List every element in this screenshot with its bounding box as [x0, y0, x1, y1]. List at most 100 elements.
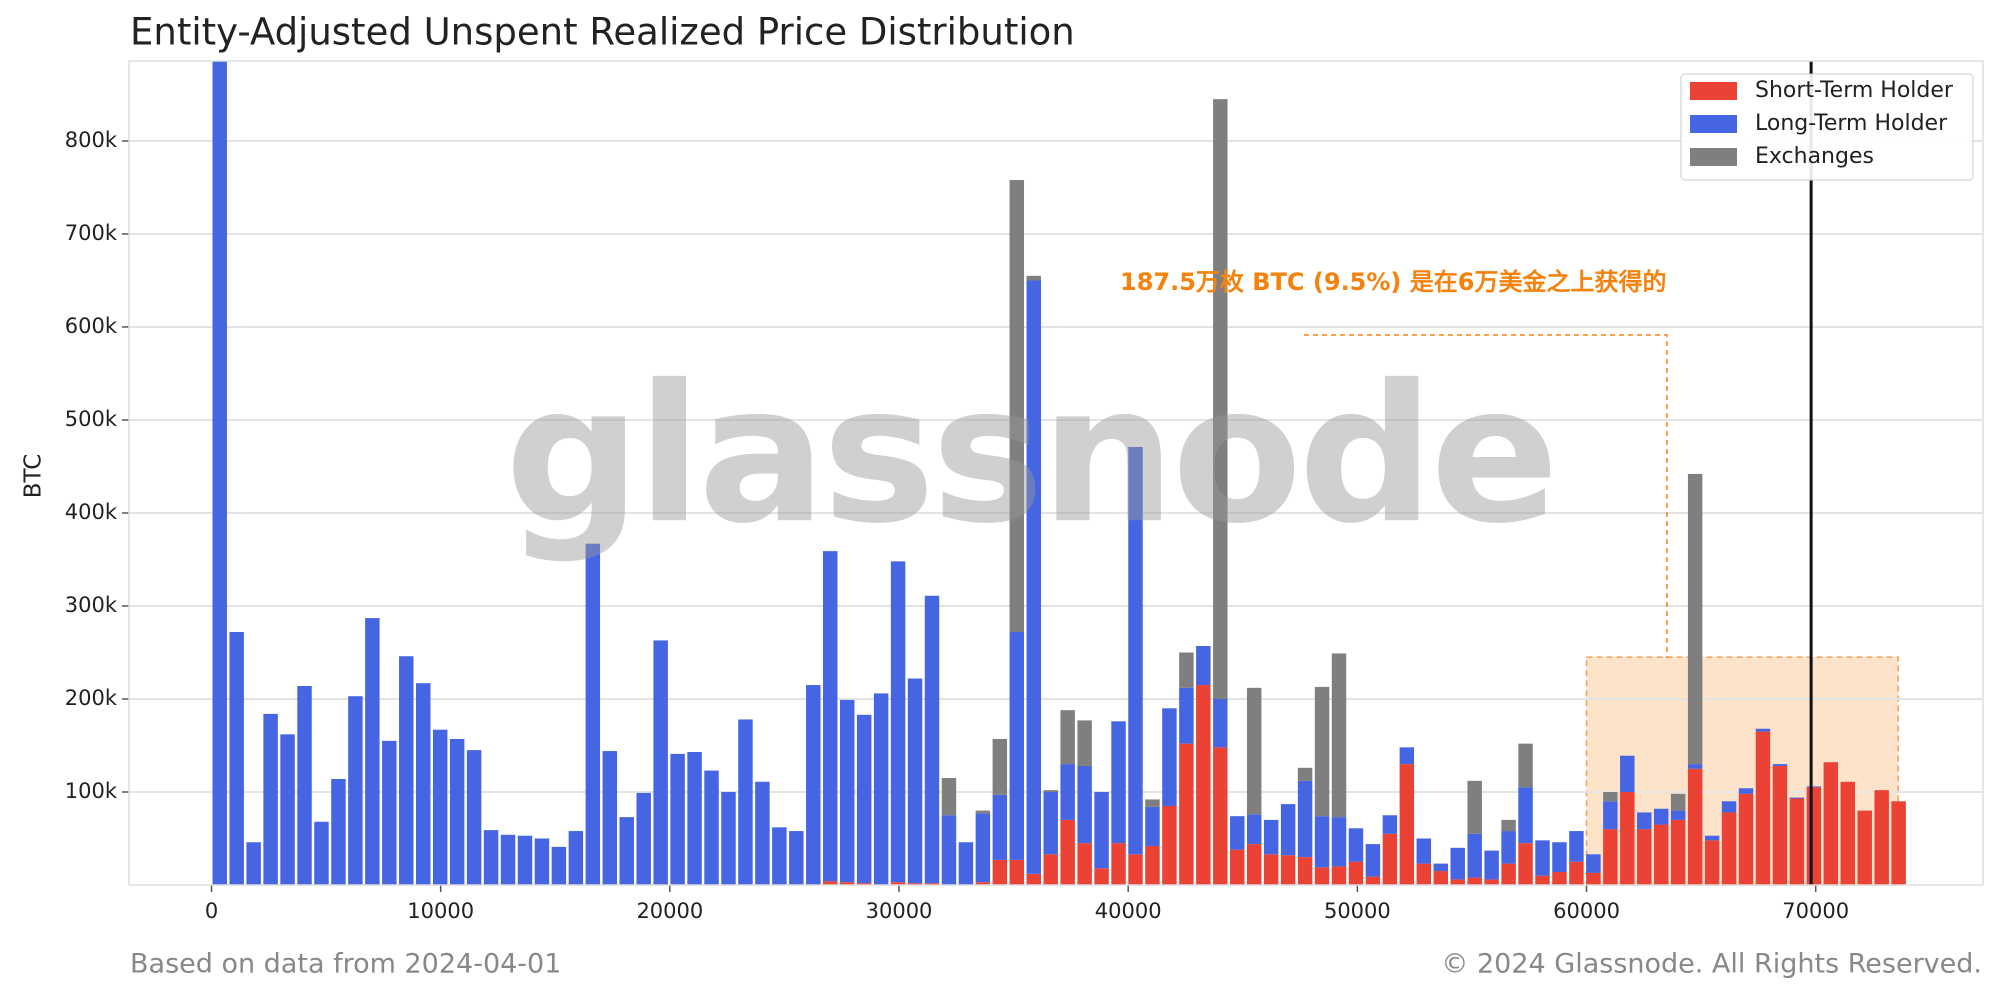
bar-segment [687, 752, 702, 885]
y-tick-label: 600k [65, 314, 118, 338]
bar-segment [992, 794, 1008, 860]
bar-segment [890, 882, 906, 885]
bar-segment [806, 685, 821, 885]
bar-segment [839, 882, 855, 885]
bar-segment [1569, 831, 1584, 862]
bar-segment [941, 778, 957, 816]
bar-segment [1297, 767, 1313, 781]
bar-segment [1603, 791, 1618, 802]
bar-segment [1670, 793, 1686, 811]
bar-segment [924, 595, 940, 884]
bar-segment [1603, 829, 1618, 885]
x-tick-label: 30000 [866, 899, 933, 923]
bar-segment [1789, 798, 1805, 885]
y-tick-label: 500k [65, 407, 118, 431]
bar-segment [1162, 708, 1177, 806]
bar-segment [263, 713, 278, 885]
y-tick-label: 700k [65, 221, 118, 245]
bar-segment [653, 640, 668, 885]
legend-swatch [1690, 148, 1737, 166]
bar-segment [1246, 844, 1262, 885]
bar-segment [1738, 793, 1754, 885]
bar-segment [1111, 721, 1126, 844]
bar-segment [449, 738, 465, 885]
bar-segment [1179, 687, 1194, 744]
bar-segment [483, 830, 499, 885]
legend: Short-Term Holder Long-Term Holder Exchang… [1680, 73, 1974, 181]
bar-segment [1009, 180, 1025, 633]
bar-segment [1721, 801, 1737, 813]
bar-segment [1060, 819, 1075, 885]
bar-segment [975, 882, 991, 885]
bar-segment [975, 810, 991, 814]
bar-segment [1213, 747, 1228, 885]
bar-segment [856, 883, 872, 885]
bar-segment [941, 815, 957, 885]
bar-segment [992, 859, 1008, 885]
bar-segment [619, 817, 634, 885]
bar-segment [1026, 873, 1041, 885]
bar-segment [1196, 645, 1211, 686]
bar-segment [1213, 99, 1228, 699]
bar-segment [314, 821, 329, 885]
bar-segment [1043, 790, 1058, 792]
bar-segment [1721, 812, 1737, 885]
bar-segment [1772, 765, 1788, 885]
bar-segment [1518, 787, 1533, 844]
bar-segment [1263, 854, 1279, 885]
bar-segment [1755, 731, 1771, 885]
bar-segment [1484, 850, 1499, 880]
bar-segment [1552, 871, 1567, 885]
bar-segment [246, 842, 261, 885]
bar-segment [1179, 743, 1194, 885]
bar-segment [280, 734, 295, 885]
chart-title: Entity-Adjusted Unspent Realized Price D… [130, 11, 1075, 54]
x-tick-label: 70000 [1782, 899, 1849, 923]
footer-copyright: © 2024 Glassnode. All Rights Reserved. [1441, 949, 1982, 980]
bar-segment [297, 685, 312, 885]
annotation: 187.5万枚 BTC (9.5%) 是在6万美金之上获得的 [1120, 268, 1666, 296]
bar-segment [212, 61, 227, 885]
bar-segment [1043, 791, 1058, 855]
bar-segment [1755, 728, 1771, 732]
bar-segment [755, 781, 770, 885]
bar-segment [1348, 828, 1364, 862]
bar-segment [1789, 797, 1805, 799]
bar-segment [1670, 819, 1686, 885]
bar-segment [399, 656, 414, 885]
bar-segment [382, 740, 397, 885]
bar-segment [1670, 810, 1686, 820]
bar-segment [1145, 799, 1160, 807]
bar-segment [1314, 867, 1330, 885]
bar-segment [1382, 833, 1398, 885]
bar-segment [1009, 859, 1025, 885]
bar-segment [1653, 824, 1669, 885]
bar-segment [1179, 652, 1194, 688]
bar-segment [704, 770, 719, 885]
bar-segment [1213, 698, 1228, 748]
watermark: glassnode [505, 344, 1555, 565]
bar-segment [365, 618, 380, 885]
bar-segment [1263, 819, 1279, 855]
bars [212, 61, 1906, 885]
bar-segment [348, 696, 363, 885]
bar-segment [1518, 843, 1533, 885]
bar-segment [1365, 876, 1381, 885]
bar-segment [1280, 804, 1296, 856]
annotation-connector [1304, 334, 1668, 658]
bar-segment [1026, 275, 1041, 281]
overlay: 187.5万枚 BTC (9.5%) 是在6万美金之上获得的 Short-Term… [1120, 61, 1974, 885]
legend-label: Long-Term Holder [1755, 111, 1948, 136]
bar-segment [551, 846, 567, 885]
bar-segment [1314, 816, 1330, 868]
y-tick-label: 800k [65, 128, 118, 152]
bar-segment [1704, 835, 1720, 841]
x-tick-label: 10000 [407, 899, 474, 923]
bar-segment [1552, 842, 1567, 872]
bar-segment [1111, 843, 1126, 885]
bar-segment [1806, 787, 1822, 885]
bar-segment [1128, 854, 1143, 885]
y-tick-label: 400k [65, 500, 118, 524]
y-tick-label: 200k [65, 686, 118, 710]
y-axis-label: BTC [21, 454, 47, 499]
